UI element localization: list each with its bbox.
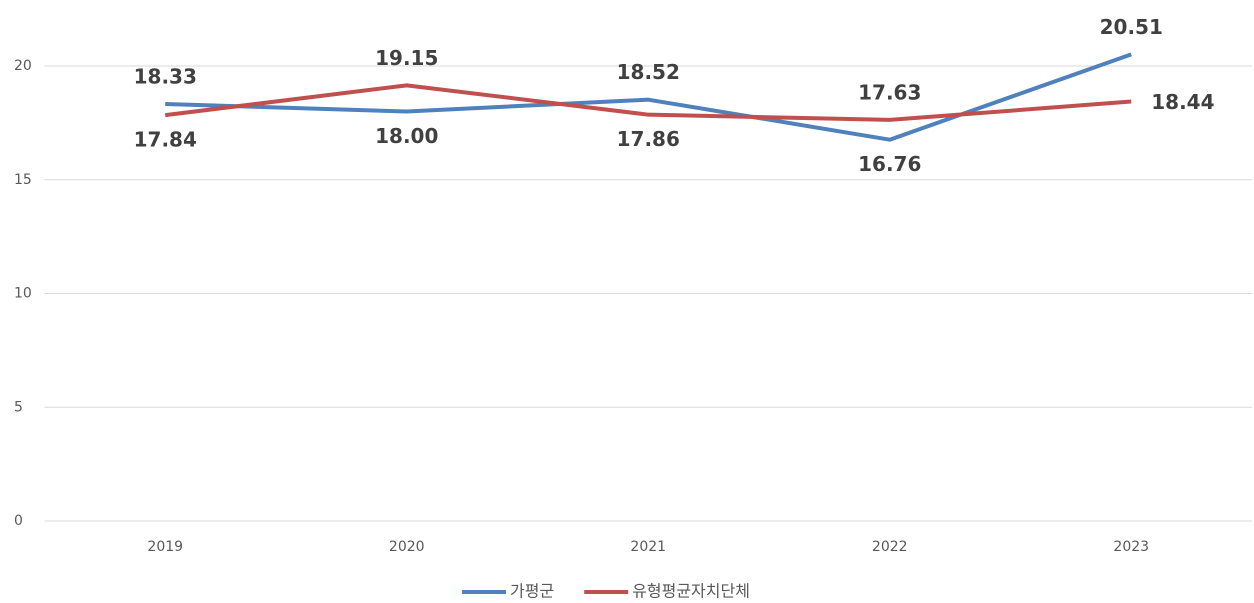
y-tick-label: 15: [14, 172, 32, 188]
legend-label: 가평군: [510, 582, 554, 601]
x-tick-label: 2022: [872, 539, 908, 555]
series-line: [165, 83, 1132, 122]
x-tick-label: 2020: [389, 539, 425, 555]
data-label: 19.15: [375, 46, 438, 70]
legend-label: 유형평균자치단체: [632, 582, 750, 601]
y-tick-label: 5: [14, 399, 23, 415]
data-label: 17.84: [134, 128, 197, 152]
data-label: 18.44: [1151, 90, 1214, 114]
x-tick-label: 2019: [147, 539, 183, 555]
data-label: 18.00: [375, 124, 438, 148]
y-tick-label: 10: [14, 286, 32, 302]
x-tick-label: 2023: [1113, 539, 1149, 555]
data-label: 17.86: [617, 127, 680, 151]
data-label: 16.76: [858, 152, 921, 176]
data-label: 18.52: [617, 60, 680, 84]
y-tick-label: 0: [14, 513, 23, 529]
y-tick-label: 20: [14, 58, 32, 74]
series-line: [165, 52, 1132, 142]
data-label: 17.63: [858, 80, 921, 104]
data-label: 20.51: [1100, 15, 1163, 39]
data-label: 18.33: [134, 64, 197, 88]
x-tick-label: 2021: [630, 539, 666, 555]
